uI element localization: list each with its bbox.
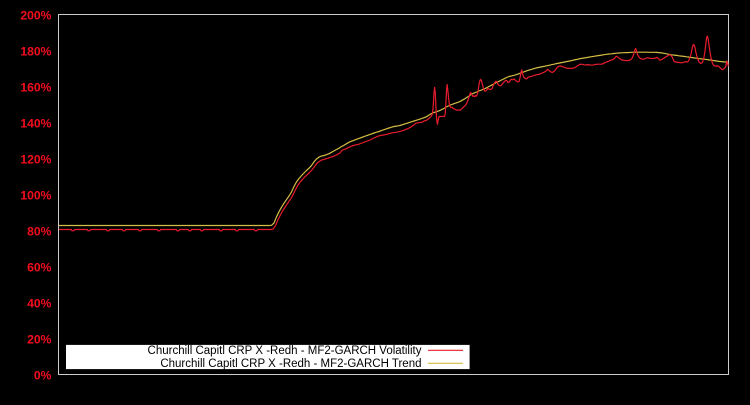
svg-text:60%: 60%	[27, 261, 52, 275]
svg-text:140%: 140%	[20, 117, 51, 131]
svg-text:120%: 120%	[20, 153, 51, 167]
svg-text:Churchill Capitl CRP X -Redh -: Churchill Capitl CRP X -Redh - MF2-GARCH…	[148, 345, 422, 357]
svg-text:80%: 80%	[27, 225, 52, 239]
svg-text:200%: 200%	[20, 9, 51, 23]
svg-text:160%: 160%	[20, 81, 51, 95]
svg-text:Churchill Capitl CRP X -Redh -: Churchill Capitl CRP X -Redh - MF2-GARCH…	[160, 358, 421, 370]
svg-text:0%: 0%	[34, 369, 52, 383]
svg-text:20%: 20%	[27, 333, 52, 347]
svg-text:100%: 100%	[20, 189, 51, 203]
svg-text:40%: 40%	[27, 297, 52, 311]
svg-text:180%: 180%	[20, 45, 51, 59]
